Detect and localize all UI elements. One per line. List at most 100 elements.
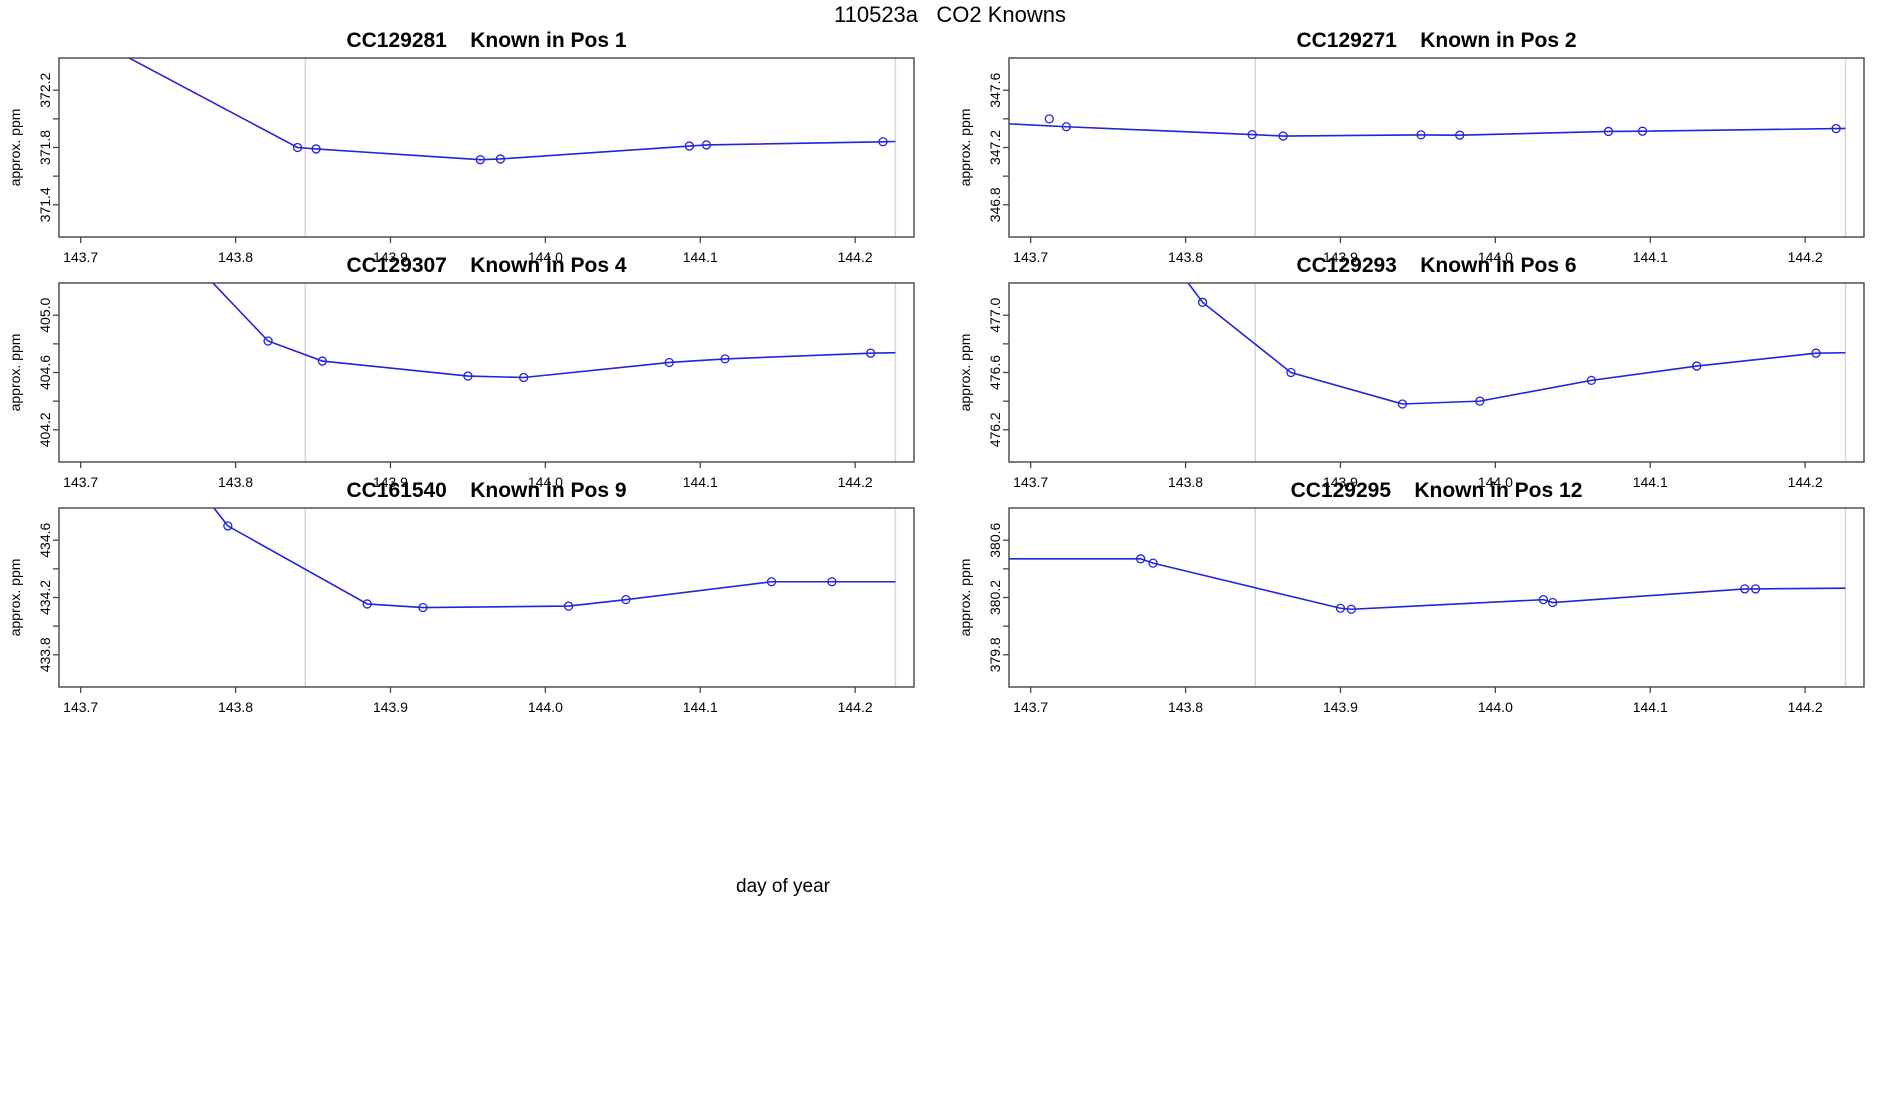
data-point-marker	[317, 356, 327, 366]
y-tick-label: 434.2	[37, 580, 53, 615]
y-tick-label: 371.4	[37, 187, 53, 222]
x-tick-label: 144.0	[528, 699, 563, 715]
x-tick-label: 144.2	[838, 249, 873, 265]
plot-border	[58, 507, 915, 688]
y-axis-label: approx. ppm	[7, 109, 23, 187]
data-point-marker	[1548, 597, 1558, 608]
x-tick-label: 143.9	[373, 249, 408, 265]
data-point-marker	[1811, 348, 1821, 358]
y-axis-label: approx. ppm	[7, 334, 23, 412]
data-point-marker	[621, 594, 631, 605]
x-tick-label: 144.0	[1478, 249, 1513, 265]
x-tick-label: 144.2	[838, 474, 873, 490]
plot-border	[1008, 507, 1865, 688]
x-tick-label: 143.8	[1168, 699, 1203, 715]
data-point-marker	[720, 354, 730, 364]
y-tick-label: 433.8	[37, 637, 53, 672]
series-line	[212, 508, 896, 609]
x-tick-label: 143.9	[1323, 474, 1358, 490]
data-point-marker	[1750, 584, 1761, 594]
data-point-marker	[1335, 603, 1346, 613]
x-tick-label: 143.7	[1013, 699, 1048, 715]
y-tick-label: 380.6	[987, 522, 1003, 557]
data-point-marker	[1586, 375, 1597, 386]
series-line	[1009, 558, 1846, 611]
y-axis-label: approx. ppm	[957, 559, 973, 637]
data-point-marker	[1346, 604, 1356, 614]
x-tick-label: 144.2	[1788, 699, 1823, 715]
x-tick-label: 144.1	[683, 699, 718, 715]
x-tick-label: 144.2	[1788, 474, 1823, 490]
y-tick-label: 405.0	[37, 297, 53, 332]
data-point-marker	[519, 372, 529, 383]
y-tick-label: 379.8	[987, 637, 1003, 672]
data-point-marker	[292, 142, 303, 153]
data-point-marker	[1475, 396, 1485, 406]
data-point-marker	[1416, 130, 1426, 140]
data-point-marker	[1692, 361, 1702, 371]
data-point-marker	[563, 601, 574, 611]
x-tick-label: 143.7	[1013, 249, 1048, 265]
series-line	[1187, 283, 1846, 405]
data-point-marker	[1831, 123, 1841, 134]
subplot-title: CC129271 Known in Pos 2	[1296, 29, 1576, 52]
subplot-CC129271: 143.7 143.8 143.9 144.0 144.1 144.2 346.8 347.2…	[957, 29, 1865, 265]
x-tick-label: 143.7	[63, 474, 98, 490]
subplot-CC161540: 143.7 143.8 143.9 144.0 144.1 144.2 433.8 434.2…	[7, 479, 915, 715]
y-tick-label: 371.8	[37, 130, 53, 165]
plot-border	[58, 282, 915, 463]
x-tick-label: 143.8	[218, 474, 253, 490]
data-point-marker	[463, 371, 473, 381]
y-tick-label: 404.2	[37, 412, 53, 447]
x-tick-label: 144.2	[1788, 249, 1823, 265]
x-tick-label: 144.0	[528, 249, 563, 265]
data-point-marker	[1603, 126, 1614, 137]
plot-border	[58, 57, 915, 238]
data-point-marker	[1740, 584, 1750, 594]
subplot-title: CC129281 Known in Pos 1	[346, 29, 626, 52]
y-tick-label: 346.8	[987, 187, 1003, 222]
plot-border	[1008, 57, 1865, 238]
y-tick-label: 476.2	[987, 412, 1003, 447]
y-tick-label: 404.6	[37, 355, 53, 390]
x-tick-label: 143.9	[373, 474, 408, 490]
data-point-marker	[1538, 594, 1549, 605]
data-point-marker	[1148, 558, 1158, 568]
y-tick-label: 347.2	[987, 130, 1003, 165]
data-point-marker	[701, 140, 712, 150]
y-tick-label: 477.0	[987, 297, 1003, 332]
data-point-marker	[766, 577, 777, 587]
y-axis-label: approx. ppm	[7, 559, 23, 637]
y-axis-label: approx. ppm	[957, 109, 973, 187]
x-tick-label: 143.7	[63, 699, 98, 715]
y-tick-label: 347.6	[987, 72, 1003, 107]
data-point-marker	[1136, 554, 1146, 564]
subplot-CC129293: 143.7 143.8 143.9 144.0 144.1 144.2 476.2 476.6…	[957, 254, 1865, 490]
data-point-marker	[827, 577, 837, 587]
data-point-marker	[1286, 367, 1296, 378]
subplot-title: CC129307 Known in Pos 4	[346, 254, 626, 277]
x-axis-label: day of year	[736, 876, 830, 897]
isolated-data-point-marker	[1044, 114, 1054, 124]
data-point-marker	[1061, 122, 1071, 132]
data-point-marker	[664, 357, 674, 368]
subplot-title: CC161540 Known in Pos 9	[346, 479, 626, 502]
x-tick-label: 143.9	[1323, 699, 1358, 715]
series-line	[1009, 123, 1846, 137]
x-tick-label: 144.1	[1633, 699, 1668, 715]
y-tick-label: 434.6	[37, 522, 53, 557]
y-tick-label: 476.6	[987, 355, 1003, 390]
data-point-marker	[684, 141, 695, 151]
x-tick-label: 144.1	[1633, 249, 1668, 265]
x-tick-label: 144.1	[683, 249, 718, 265]
x-tick-label: 143.7	[63, 249, 98, 265]
data-point-marker	[362, 599, 372, 609]
data-point-marker	[311, 144, 321, 154]
series-line	[127, 58, 896, 161]
y-tick-label: 380.2	[987, 580, 1003, 615]
x-tick-label: 144.1	[683, 474, 718, 490]
data-point-marker	[1197, 297, 1208, 307]
subplot-title: CC129295 Known in Pos 12	[1291, 479, 1583, 502]
data-point-marker	[1397, 399, 1408, 409]
y-axis-label: approx. ppm	[957, 334, 973, 412]
